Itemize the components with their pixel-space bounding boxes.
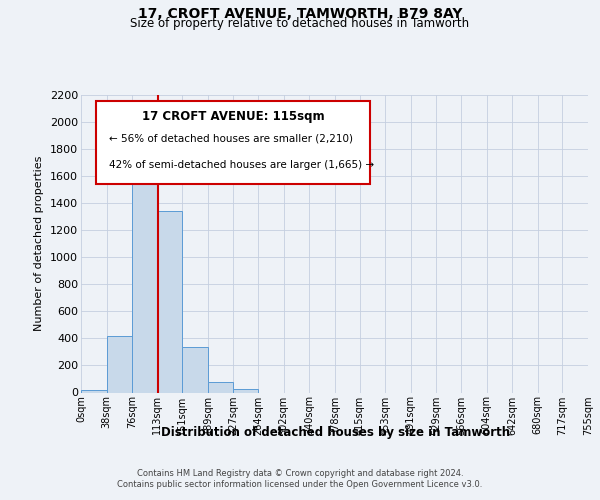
Text: Contains public sector information licensed under the Open Government Licence v3: Contains public sector information licen… [118, 480, 482, 489]
Text: 17 CROFT AVENUE: 115sqm: 17 CROFT AVENUE: 115sqm [142, 110, 325, 123]
Text: 17, CROFT AVENUE, TAMWORTH, B79 8AY: 17, CROFT AVENUE, TAMWORTH, B79 8AY [138, 8, 462, 22]
Bar [233, 389, 258, 392]
Text: Size of property relative to detached houses in Tamworth: Size of property relative to detached ho… [130, 18, 470, 30]
Bar [157, 210, 182, 392]
Text: Distribution of detached houses by size in Tamworth: Distribution of detached houses by size … [161, 426, 511, 439]
Text: ← 56% of detached houses are smaller (2,210): ← 56% of detached houses are smaller (2,… [109, 134, 353, 143]
Bar [81, 390, 107, 392]
Text: 42% of semi-detached houses are larger (1,665) →: 42% of semi-detached houses are larger (… [109, 160, 374, 170]
Bar [132, 158, 157, 392]
Text: Contains HM Land Registry data © Crown copyright and database right 2024.: Contains HM Land Registry data © Crown c… [137, 469, 463, 478]
Bar [182, 346, 208, 393]
Bar [208, 382, 233, 392]
Bar [107, 336, 132, 392]
FancyBboxPatch shape [96, 101, 370, 184]
Y-axis label: Number of detached properties: Number of detached properties [34, 156, 44, 332]
